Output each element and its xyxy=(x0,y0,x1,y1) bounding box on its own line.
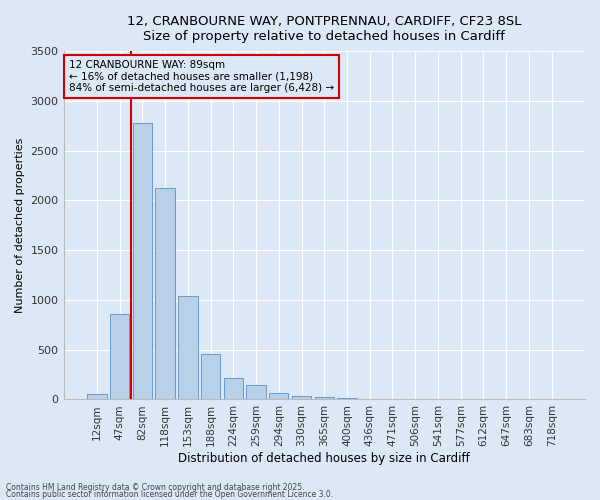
Bar xyxy=(110,314,130,400)
Bar xyxy=(224,378,243,400)
Bar xyxy=(155,188,175,400)
Bar xyxy=(133,123,152,400)
Bar xyxy=(87,394,107,400)
Bar xyxy=(292,396,311,400)
Y-axis label: Number of detached properties: Number of detached properties xyxy=(15,138,25,313)
Title: 12, CRANBOURNE WAY, PONTPRENNAU, CARDIFF, CF23 8SL
Size of property relative to : 12, CRANBOURNE WAY, PONTPRENNAU, CARDIFF… xyxy=(127,15,521,43)
Bar xyxy=(269,393,289,400)
Text: 12 CRANBOURNE WAY: 89sqm
← 16% of detached houses are smaller (1,198)
84% of sem: 12 CRANBOURNE WAY: 89sqm ← 16% of detach… xyxy=(69,60,334,93)
Bar xyxy=(201,354,220,400)
Bar xyxy=(247,384,266,400)
Bar xyxy=(337,398,356,400)
Text: Contains public sector information licensed under the Open Government Licence 3.: Contains public sector information licen… xyxy=(6,490,333,499)
Text: Contains HM Land Registry data © Crown copyright and database right 2025.: Contains HM Land Registry data © Crown c… xyxy=(6,484,305,492)
Bar xyxy=(178,296,197,400)
Bar xyxy=(314,398,334,400)
X-axis label: Distribution of detached houses by size in Cardiff: Distribution of detached houses by size … xyxy=(178,452,470,465)
